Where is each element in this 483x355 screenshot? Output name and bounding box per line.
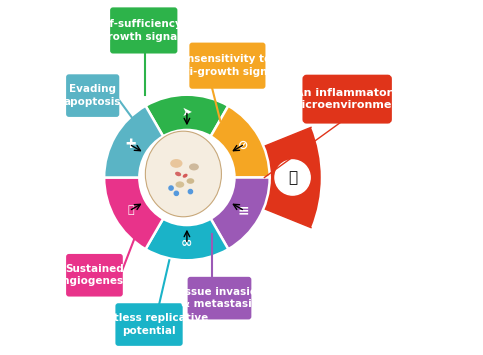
Text: Insensitivity to
anti-growth signals: Insensitivity to anti-growth signals bbox=[170, 54, 284, 77]
Ellipse shape bbox=[186, 178, 194, 184]
FancyBboxPatch shape bbox=[66, 254, 123, 296]
FancyBboxPatch shape bbox=[66, 74, 119, 117]
Ellipse shape bbox=[145, 131, 221, 217]
Text: ✚: ✚ bbox=[125, 138, 136, 152]
Text: Self-sufficiency in
growth signals: Self-sufficiency in growth signals bbox=[91, 19, 197, 42]
Text: ∞: ∞ bbox=[181, 236, 193, 250]
Wedge shape bbox=[211, 178, 270, 249]
Wedge shape bbox=[104, 178, 163, 249]
Ellipse shape bbox=[189, 163, 199, 170]
Wedge shape bbox=[259, 127, 321, 228]
Text: ⊘: ⊘ bbox=[238, 138, 249, 152]
Circle shape bbox=[174, 191, 178, 196]
FancyBboxPatch shape bbox=[187, 277, 251, 320]
Text: Sustained
angiogenesis: Sustained angiogenesis bbox=[56, 264, 133, 286]
Text: ➤: ➤ bbox=[182, 106, 192, 119]
Circle shape bbox=[188, 190, 193, 194]
FancyBboxPatch shape bbox=[189, 43, 266, 89]
Text: An inflammatory
microenvironment: An inflammatory microenvironment bbox=[290, 88, 404, 110]
Ellipse shape bbox=[175, 181, 184, 188]
Ellipse shape bbox=[183, 174, 187, 178]
Circle shape bbox=[169, 186, 173, 190]
Text: Tissue invasion
& metastasis: Tissue invasion & metastasis bbox=[174, 287, 265, 309]
Text: Evading
apoptosis: Evading apoptosis bbox=[64, 84, 121, 107]
FancyBboxPatch shape bbox=[110, 7, 177, 54]
Wedge shape bbox=[145, 219, 228, 260]
Wedge shape bbox=[211, 106, 270, 178]
Text: ⬛: ⬛ bbox=[127, 205, 134, 215]
Ellipse shape bbox=[175, 172, 181, 176]
Text: Limitless replicative
potential: Limitless replicative potential bbox=[89, 313, 209, 336]
Wedge shape bbox=[104, 106, 163, 178]
FancyBboxPatch shape bbox=[115, 303, 183, 346]
Ellipse shape bbox=[170, 159, 183, 168]
Circle shape bbox=[275, 160, 310, 195]
FancyBboxPatch shape bbox=[306, 78, 389, 120]
Text: ≡: ≡ bbox=[238, 203, 249, 217]
FancyBboxPatch shape bbox=[304, 76, 390, 122]
Wedge shape bbox=[145, 95, 228, 136]
Text: 🔥: 🔥 bbox=[288, 170, 297, 185]
Circle shape bbox=[141, 131, 233, 224]
